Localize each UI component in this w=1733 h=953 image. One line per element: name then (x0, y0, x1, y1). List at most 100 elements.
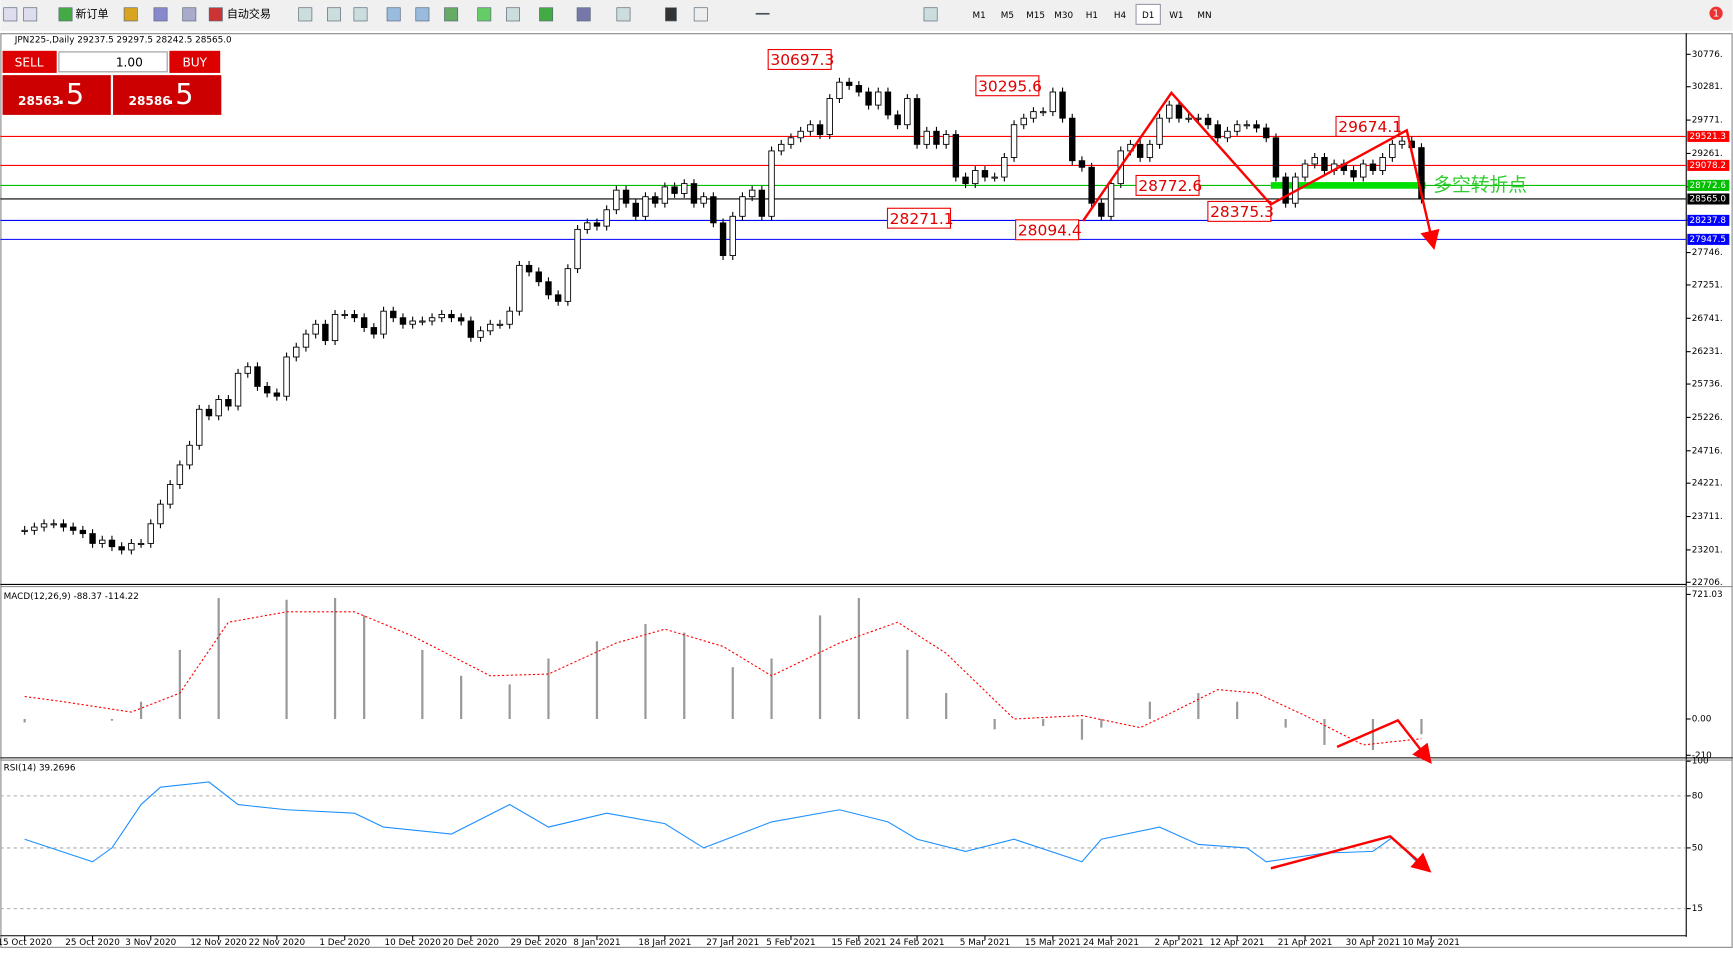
candle (584, 222, 591, 230)
tf-active (1135, 3, 1161, 25)
candle (428, 317, 436, 322)
timeframe[interactable]: M30 (1054, 11, 1073, 21)
candle (186, 444, 193, 466)
candle (196, 408, 203, 446)
x-tick-label: 5 Mar 2021 (960, 938, 1010, 948)
candle (545, 281, 552, 296)
candle (1350, 170, 1357, 178)
candle (845, 81, 853, 86)
candle (778, 143, 785, 152)
lots[interactable]: 1.00 (116, 55, 143, 69)
bid-box[interactable] (2, 75, 111, 115)
candle (700, 196, 707, 204)
y-tick-label: 15 (1692, 904, 1703, 914)
timeframe[interactable]: W1 (1169, 11, 1183, 21)
candle (642, 196, 649, 217)
y-tick-label: 24716. (1692, 446, 1723, 456)
candle (942, 134, 950, 145)
x-tick-label: 15 Oct 2020 (0, 938, 52, 948)
candle (1311, 156, 1318, 165)
candle (1010, 124, 1018, 158)
buy-button[interactable] (169, 50, 221, 73)
candle (1282, 176, 1289, 204)
y-tick-label: 30776. (1692, 50, 1723, 60)
auto-trading[interactable]: 自动交易 (227, 6, 271, 20)
x-tick-label: 5 Feb 2021 (766, 938, 815, 948)
candle (1321, 156, 1328, 171)
new-order[interactable]: 新订单 (75, 6, 108, 20)
candle (293, 346, 300, 358)
y-tick-label: 30281. (1692, 82, 1723, 92)
candle (1360, 163, 1367, 178)
x-tick-label: 8 Jan 2021 (573, 938, 620, 948)
candle (60, 523, 67, 528)
timeframe[interactable]: H4 (1114, 11, 1127, 21)
sell-label[interactable]: SELL (15, 55, 44, 69)
candle (380, 310, 387, 335)
sell-button[interactable] (2, 50, 57, 73)
timeframe[interactable]: MN (1197, 11, 1211, 21)
candle (962, 176, 969, 185)
candle (21, 529, 28, 532)
ask: 28586 (129, 94, 171, 108)
timeframe[interactable]: M15 (1026, 11, 1045, 21)
candle (836, 81, 843, 100)
x-tick-label: 2 Apr 2021 (1154, 938, 1203, 948)
candle (360, 317, 368, 328)
annotation-box (886, 207, 952, 229)
candle (690, 183, 698, 204)
candle (283, 356, 290, 397)
candle (99, 539, 106, 544)
trade-panel (2, 50, 222, 115)
bid: 28563 (18, 94, 60, 108)
candle (254, 366, 261, 387)
candle (807, 124, 814, 132)
candle (729, 215, 736, 257)
buy-label[interactable]: BUY (182, 55, 207, 69)
candle (448, 314, 455, 319)
candle (758, 189, 766, 217)
candle (797, 130, 804, 139)
lots-input[interactable] (58, 51, 168, 73)
candle (1136, 143, 1144, 158)
candle (312, 323, 319, 335)
timeframe[interactable]: H1 (1086, 11, 1098, 21)
x-tick-label: 29 Dec 2020 (511, 938, 568, 948)
annotation: 29674.1 (1338, 118, 1402, 136)
candle (89, 533, 96, 544)
candle (622, 189, 630, 204)
candle (79, 529, 87, 535)
candle (1369, 163, 1377, 171)
timeframe[interactable]: M5 (1001, 11, 1014, 21)
candle (826, 98, 833, 135)
alert-count[interactable]: 1 (1713, 8, 1719, 19)
x-tick-label: 1 Dec 2020 (319, 938, 370, 948)
candle (904, 98, 911, 126)
price-tag (1687, 130, 1730, 142)
annotation: 28271.1 (890, 210, 954, 228)
price-tag (1687, 214, 1730, 226)
candle (176, 464, 184, 485)
candle (370, 327, 378, 335)
candle (351, 314, 358, 319)
ask-box[interactable] (113, 75, 222, 115)
candle (1301, 163, 1309, 178)
candle (31, 526, 38, 531)
candle (661, 186, 669, 204)
y-tick-label: 29771. (1692, 116, 1723, 126)
candle (535, 271, 542, 283)
candle (205, 408, 213, 417)
candle (215, 399, 222, 417)
candle (1001, 156, 1008, 178)
candle (409, 320, 416, 325)
timeframe[interactable]: M1 (973, 11, 986, 21)
x-tick-label: 21 Apr 2021 (1278, 938, 1333, 948)
annotation: 28375.3 (1210, 203, 1274, 221)
timeframe[interactable]: D1 (1142, 11, 1154, 21)
price-tag-label: 28565.0 (1690, 194, 1727, 204)
timeframes: M1 M5 M15 M30 H1 H4 D1 W1 MN (973, 3, 1212, 25)
annotation-box (767, 48, 832, 70)
y-tick-label: 25226. (1692, 413, 1723, 423)
y-tick-label: 23201. (1692, 545, 1723, 555)
